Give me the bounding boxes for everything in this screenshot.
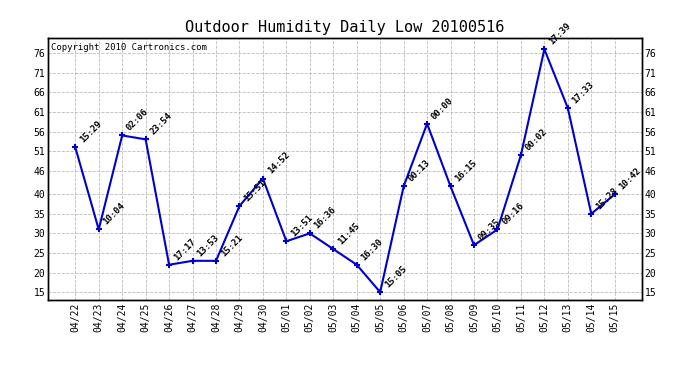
Text: 11:45: 11:45 xyxy=(336,221,362,246)
Text: 09:16: 09:16 xyxy=(500,201,526,227)
Text: 16:36: 16:36 xyxy=(313,205,338,231)
Text: 15:21: 15:21 xyxy=(219,232,244,258)
Text: 00:00: 00:00 xyxy=(430,96,455,121)
Text: 15:05: 15:05 xyxy=(383,264,408,290)
Text: 15:28: 15:28 xyxy=(594,186,620,211)
Text: 09:35: 09:35 xyxy=(477,217,502,242)
Text: 13:51: 13:51 xyxy=(289,213,315,238)
Text: 15:51: 15:51 xyxy=(242,178,268,203)
Title: Outdoor Humidity Daily Low 20100516: Outdoor Humidity Daily Low 20100516 xyxy=(186,20,504,35)
Text: 17:17: 17:17 xyxy=(172,237,197,262)
Text: 14:52: 14:52 xyxy=(266,150,291,176)
Text: 17:39: 17:39 xyxy=(547,21,573,46)
Text: 13:53: 13:53 xyxy=(195,232,221,258)
Text: 10:04: 10:04 xyxy=(101,201,127,227)
Text: 17:33: 17:33 xyxy=(571,80,596,105)
Text: 00:13: 00:13 xyxy=(406,158,432,184)
Text: 10:42: 10:42 xyxy=(618,166,643,192)
Text: 16:30: 16:30 xyxy=(359,237,385,262)
Text: Copyright 2010 Cartronics.com: Copyright 2010 Cartronics.com xyxy=(51,43,207,52)
Text: 15:29: 15:29 xyxy=(78,119,104,144)
Text: 00:02: 00:02 xyxy=(524,127,549,152)
Text: 16:15: 16:15 xyxy=(453,158,479,184)
Text: 23:54: 23:54 xyxy=(148,111,174,136)
Text: 02:06: 02:06 xyxy=(125,107,150,133)
